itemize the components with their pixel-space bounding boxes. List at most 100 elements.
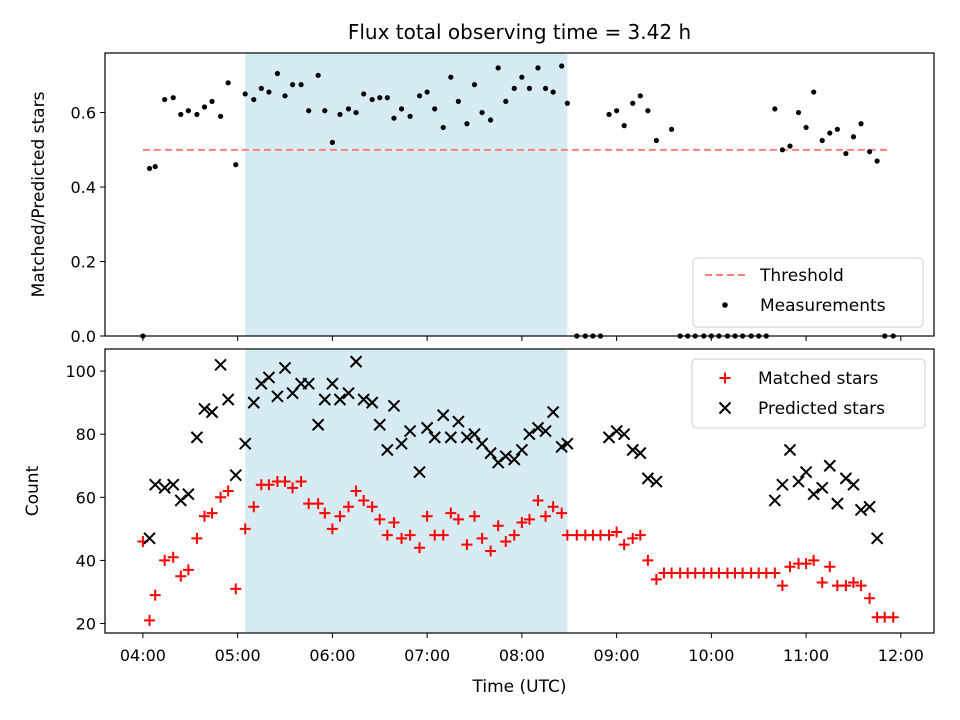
predicted-star-point xyxy=(420,421,434,435)
measurement-point xyxy=(146,165,153,172)
predicted-star-point xyxy=(271,390,284,403)
count-y-ticks: 20 40 60 80 100 xyxy=(65,362,105,634)
matched-star-point xyxy=(784,561,796,573)
matched-star-point xyxy=(295,476,307,488)
matched-star-point xyxy=(334,510,346,522)
matched-star-point xyxy=(547,501,559,513)
measurement-point xyxy=(217,113,224,119)
measurement-point xyxy=(152,163,158,170)
y-tick-label: 0.6 xyxy=(71,104,96,123)
legend-plus-marker xyxy=(719,372,731,384)
matched-star-point xyxy=(561,529,573,541)
predicted-star-point xyxy=(403,424,417,438)
predicted-star-point xyxy=(650,475,663,488)
measurement-point xyxy=(621,123,627,129)
matched-star-point xyxy=(287,482,299,494)
measurement-point xyxy=(668,126,675,132)
measurement-point xyxy=(511,85,517,91)
matched-star-point xyxy=(603,529,615,541)
matched-star-point xyxy=(485,545,497,557)
matched-star-point xyxy=(414,542,426,554)
predicted-star-point xyxy=(539,424,552,438)
matched-star-point xyxy=(556,507,568,519)
matched-star-point xyxy=(540,510,552,522)
matched-star-point xyxy=(437,529,449,541)
measurement-point xyxy=(488,117,494,123)
time-x-label: Time (UTC) xyxy=(472,677,567,697)
observing-window-shade-lower xyxy=(245,349,568,633)
measurement-point xyxy=(369,96,375,103)
predicted-star-point xyxy=(561,437,574,450)
measurement-point xyxy=(559,63,565,69)
measurement-point xyxy=(630,100,636,106)
matched-star-point xyxy=(840,580,852,592)
predicted-star-point xyxy=(807,487,820,501)
predicted-star-point xyxy=(198,402,211,416)
predicted-star-point xyxy=(413,465,426,479)
predicted-star-point xyxy=(302,377,315,390)
matched-star-point xyxy=(381,529,393,541)
measurement-point xyxy=(322,108,328,114)
matched-star-point xyxy=(206,507,218,519)
predicted-star-point xyxy=(205,405,219,419)
predicted-star-point xyxy=(499,450,512,463)
measurement-point xyxy=(225,80,231,86)
measurement-point xyxy=(495,65,501,71)
measurement-point xyxy=(787,143,793,149)
predicted-star-point xyxy=(387,399,401,413)
measurement-point xyxy=(345,106,352,112)
matched-star-point xyxy=(159,554,171,566)
predicted-star-point xyxy=(229,469,242,482)
matched-star-point xyxy=(312,498,324,510)
measurement-point xyxy=(471,82,478,88)
matched-star-point xyxy=(350,485,362,497)
predicted-star-point xyxy=(333,393,347,406)
measurement-point xyxy=(803,124,809,131)
predicted-star-point xyxy=(149,478,162,491)
matched-star-point xyxy=(182,564,194,576)
ratio-axes-frame xyxy=(104,52,935,337)
x-tick-label: 11:00 xyxy=(783,646,829,665)
measurement-point xyxy=(274,70,281,77)
matched-star-point xyxy=(248,501,260,513)
predicted-star-point xyxy=(247,396,260,409)
predicted-star-point xyxy=(318,393,332,406)
matched-star-point xyxy=(388,517,400,529)
legend-x-marker xyxy=(718,401,732,415)
matched-star-point xyxy=(222,485,234,497)
predicted-star-point xyxy=(468,427,481,441)
predicted-star-point xyxy=(326,377,339,390)
matched-star-point xyxy=(374,513,386,525)
matched-star-point xyxy=(523,513,535,525)
measurement-point xyxy=(329,139,335,145)
measurement-point xyxy=(416,93,423,99)
predicted-star-point xyxy=(221,393,235,406)
measurement-point xyxy=(242,91,248,97)
predicted-star-point xyxy=(239,437,252,450)
ratio-y-ticks: 0.0 0.2 0.4 0.6 xyxy=(71,104,105,346)
measurement-point xyxy=(535,65,541,71)
predicted-star-point xyxy=(641,472,655,485)
measurement-point xyxy=(479,109,485,116)
matched-star-point xyxy=(421,510,433,522)
predicted-star-point xyxy=(626,443,639,457)
measurement-point xyxy=(795,109,802,116)
predicted-star-point xyxy=(523,427,536,441)
count-axes-frame xyxy=(104,348,935,634)
matched-star-point xyxy=(326,523,338,535)
matched-star-point xyxy=(404,529,416,541)
matched-star-point xyxy=(319,507,331,519)
matched-star-point xyxy=(358,494,370,506)
predicted-star-point xyxy=(182,487,195,501)
predicted-star-point xyxy=(452,415,465,428)
matched-star-point xyxy=(800,558,812,570)
matched-star-point xyxy=(887,611,899,623)
measurement-point xyxy=(337,111,343,118)
measurement-point xyxy=(858,121,864,127)
predicted-star-point xyxy=(610,424,623,438)
y-tick-label: 20 xyxy=(76,615,96,634)
matched-legend-label: Matched stars xyxy=(758,369,878,389)
predicted-star-point xyxy=(381,443,394,457)
predicted-star-point xyxy=(508,453,521,466)
